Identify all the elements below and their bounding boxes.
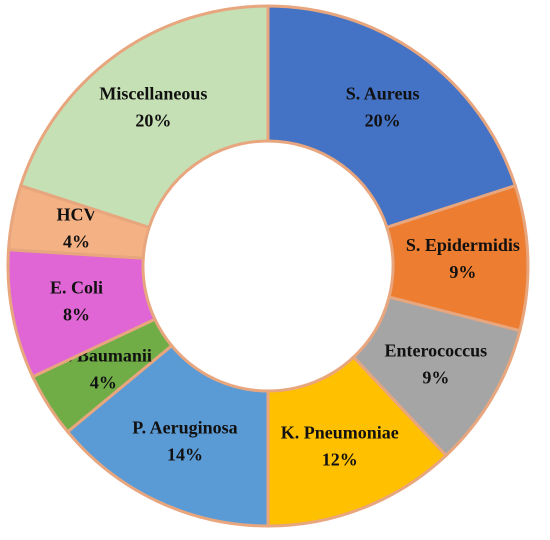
segment-label: E. Coli bbox=[50, 278, 103, 298]
segment-label: S. Aureus bbox=[346, 83, 420, 103]
value-label: 9% bbox=[422, 367, 449, 387]
donut-segment bbox=[266, 4, 518, 230]
segment-label: P. Aeruginosa bbox=[132, 418, 237, 438]
value-label: 20% bbox=[365, 110, 401, 130]
value-label: 4% bbox=[90, 373, 117, 393]
value-label: 14% bbox=[167, 445, 203, 465]
segment-label: Miscellaneous bbox=[99, 83, 207, 103]
value-label: 20% bbox=[135, 110, 171, 130]
value-label: 12% bbox=[322, 449, 358, 469]
value-label: 9% bbox=[449, 262, 476, 282]
segment-label: Enterococcus bbox=[385, 340, 488, 360]
donut-segment bbox=[18, 4, 270, 230]
segment-label: S. Epidermidis bbox=[406, 235, 520, 255]
segment-label: K. Pneumoniae bbox=[281, 422, 399, 442]
value-label: 4% bbox=[63, 232, 90, 252]
segment-label: HCV bbox=[56, 205, 96, 225]
value-label: 8% bbox=[63, 305, 90, 325]
